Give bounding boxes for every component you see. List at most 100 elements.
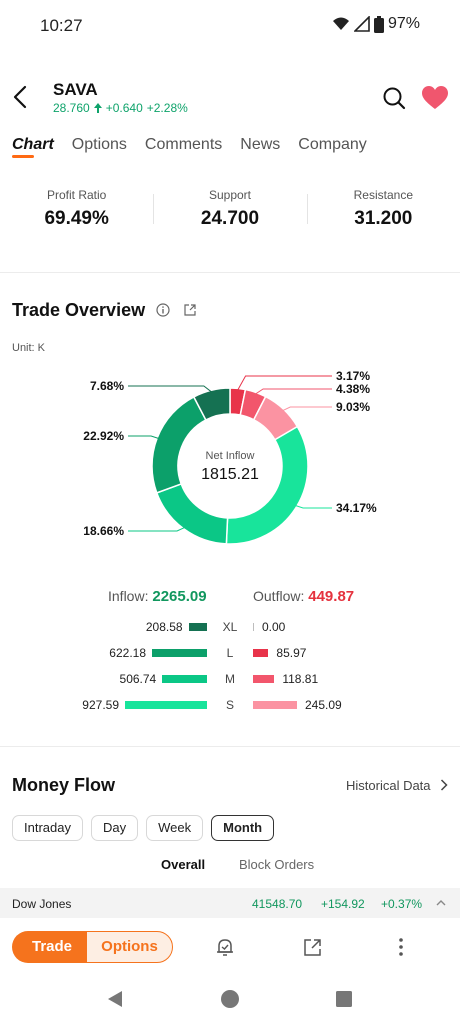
breakdown-row-xl: 208.58 XL 0.00 <box>0 620 460 638</box>
outflow-value: 449.87 <box>308 588 355 605</box>
breakdown-outflow-bar <box>253 701 297 709</box>
wifi-icon <box>332 17 349 30</box>
unit-label: Unit: K <box>12 342 46 354</box>
segment-block-orders[interactable]: Block Orders <box>239 857 315 872</box>
donut-leader-line-in-xl <box>128 385 213 393</box>
segment-overall[interactable]: Overall <box>161 857 206 872</box>
donut-label-in-s: 34.17% <box>336 501 377 515</box>
donut-leader-line-out-m <box>254 388 332 395</box>
breakdown-inflow: 506.74 <box>119 672 157 686</box>
nav-back-icon[interactable] <box>106 990 124 1008</box>
tab-news[interactable]: News <box>240 136 281 153</box>
info-icon[interactable] <box>156 303 170 317</box>
price-alert-bell-icon[interactable] <box>214 936 236 958</box>
up-arrow-icon <box>93 103 102 113</box>
donut-label-in-l: 22.92% <box>83 429 124 443</box>
nav-recents-icon[interactable] <box>336 991 352 1007</box>
historical-data-link[interactable]: Historical Data <box>346 778 448 793</box>
tab-chart[interactable]: Chart <box>12 136 54 158</box>
inflow-label: Inflow: <box>108 588 149 604</box>
stat-value: 24.700 <box>200 208 260 229</box>
period-month[interactable]: Month <box>211 815 275 841</box>
trade-overview-title-text: Trade Overview <box>12 300 146 320</box>
chevron-up-icon[interactable] <box>436 899 446 907</box>
status-time: 10:27 <box>40 16 83 35</box>
index-change: +154.92 <box>321 897 365 911</box>
share-icon[interactable] <box>302 936 324 958</box>
donut-leader-line-out-l <box>237 375 332 391</box>
breakdown-size-label: S <box>225 698 234 712</box>
net-inflow-value: 1815.21 <box>201 466 259 483</box>
donut-slice-in-s <box>225 425 309 545</box>
outflow-label: Outflow: <box>253 588 305 604</box>
inflow-value: 2265.09 <box>152 588 207 605</box>
breakdown-inflow: 927.59 <box>82 698 119 712</box>
inflow-summary: Inflow: 2265.09 <box>108 588 207 605</box>
breakdown-outflow-bar <box>253 623 254 631</box>
price-change-pct: +2.28% <box>146 101 188 115</box>
breakdown-outflow: 118.81 <box>282 672 319 686</box>
donut-slice-in-l <box>151 395 207 494</box>
trade-overview-title: Trade Overview <box>12 300 197 321</box>
net-inflow-label: Net Inflow <box>206 450 255 462</box>
index-value: 41548.70 <box>252 897 303 911</box>
stat-support: Support 24.700 <box>153 188 306 238</box>
more-vertical-icon[interactable] <box>390 936 412 958</box>
donut-slice-in-m <box>155 482 229 545</box>
status-bar: 10:27 97% <box>0 0 460 52</box>
period-day[interactable]: Day <box>90 815 139 841</box>
stat-value: 69.49% <box>44 208 109 229</box>
nav-home-icon[interactable] <box>220 989 240 1009</box>
breakdown-inflow-bar <box>125 701 207 709</box>
favorite-heart-icon[interactable] <box>422 86 448 110</box>
breakdown-row-l: 622.18 L 85.97 <box>0 646 460 664</box>
breakdown-outflow: 245.09 <box>305 698 342 712</box>
battery-icon <box>373 15 384 33</box>
breakdown-inflow-bar <box>152 649 207 657</box>
stock-tabs: Chart Options Comments News Company <box>12 136 385 158</box>
tab-options[interactable]: Options <box>71 136 127 153</box>
trade-overview-donut-chart: 3.17%4.38% 9.03% 34.17% 18.66% 22.92% 7.68% N… <box>83 370 377 545</box>
signal-icon <box>353 16 370 32</box>
stat-label: Support <box>208 188 251 202</box>
breakdown-inflow: 622.18 <box>109 646 146 660</box>
breakdown-row-m: 506.74 M 118.81 <box>0 672 460 690</box>
breakdown-outflow: 85.97 <box>276 646 307 660</box>
options-button[interactable]: Options <box>86 931 173 963</box>
donut-slice-in-xl <box>192 387 231 421</box>
breakdown-outflow: 0.00 <box>262 620 286 634</box>
breakdown-size-label: L <box>226 646 234 660</box>
breakdown-inflow: 208.58 <box>145 620 183 634</box>
search-icon[interactable] <box>382 86 406 110</box>
donut-label-out-s: 9.03% <box>336 400 370 414</box>
stat-value: 31.200 <box>354 208 413 229</box>
period-week[interactable]: Week <box>146 815 204 841</box>
system-nav-bar <box>0 978 460 1024</box>
money-flow-title: Money Flow <box>12 775 115 795</box>
outflow-summary: Outflow: 449.87 <box>253 588 354 605</box>
breakdown-inflow-bar <box>188 623 207 631</box>
breakdown-size-label: M <box>225 672 235 686</box>
battery-percent: 97% <box>387 15 420 32</box>
chevron-right-icon <box>441 779 448 791</box>
donut-leader-line-in-m <box>128 526 186 532</box>
trade-button[interactable]: Trade <box>12 931 92 963</box>
back-arrow-icon[interactable] <box>8 84 34 110</box>
ticker-symbol: SAVA <box>53 80 98 99</box>
price: 28.760 <box>53 101 90 115</box>
tab-comments[interactable]: Comments <box>144 136 223 153</box>
tab-company[interactable]: Company <box>298 136 367 153</box>
share-icon[interactable] <box>183 303 197 317</box>
stock-header: SAVA 28.760 +0.640 +2.28% <box>0 74 460 124</box>
index-ticker-bar[interactable]: Dow Jones 41548.70 +154.92 +0.37% <box>0 888 460 918</box>
key-stats: Profit Ratio 69.49% Support 24.700 Resis… <box>0 188 460 238</box>
breakdown-row-s: 927.59 S 245.09 <box>0 698 460 716</box>
section-divider <box>0 272 460 273</box>
period-intraday[interactable]: Intraday <box>12 815 83 841</box>
donut-leader-line-out-s <box>282 406 332 412</box>
donut-label-out-l: 3.17% <box>336 370 370 383</box>
stat-label: Resistance <box>353 188 413 202</box>
price-change: +0.640 <box>105 101 143 115</box>
donut-label-in-xl: 7.68% <box>90 379 124 393</box>
index-name: Dow Jones <box>12 897 72 911</box>
